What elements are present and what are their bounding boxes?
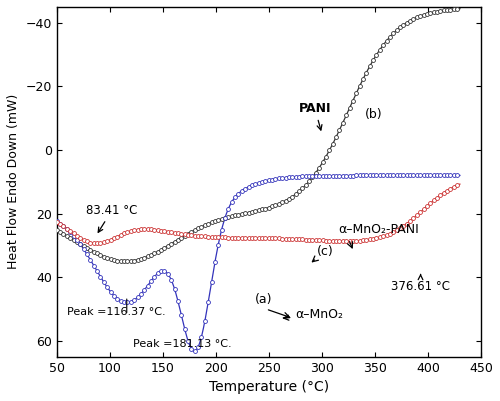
Text: (c): (c) (316, 245, 334, 258)
Text: PANI: PANI (298, 102, 331, 130)
X-axis label: Temperature (°C): Temperature (°C) (209, 380, 329, 394)
Y-axis label: Heat Flow Endo Down (mW): Heat Flow Endo Down (mW) (7, 94, 20, 269)
Text: 83.41 °C: 83.41 °C (86, 204, 138, 232)
Text: α–MnO₂: α–MnO₂ (284, 308, 344, 322)
Text: α–MnO₂-PANI: α–MnO₂-PANI (338, 223, 418, 236)
Text: (b): (b) (364, 108, 382, 121)
Text: (a): (a) (255, 293, 272, 306)
Text: Peak =116.37 °C.: Peak =116.37 °C. (68, 307, 166, 317)
Text: 376.61 °C: 376.61 °C (391, 274, 450, 293)
Text: Peak =181.13 °C.: Peak =181.13 °C. (133, 339, 232, 349)
